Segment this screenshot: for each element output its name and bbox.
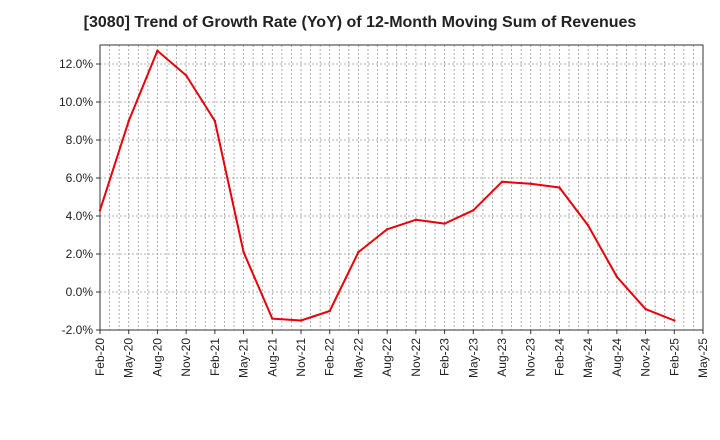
- y-tick-label: 4.0%: [66, 209, 94, 223]
- y-tick-label: 2.0%: [66, 247, 94, 261]
- x-tick-label: May-20: [122, 338, 136, 378]
- x-tick-label: Feb-25: [667, 338, 681, 376]
- data-point: [529, 182, 532, 185]
- data-point: [328, 309, 331, 313]
- x-tick-label: Nov-24: [639, 338, 653, 377]
- x-tick-label: Nov-21: [294, 338, 308, 377]
- data-point: [673, 319, 676, 322]
- data-point: [156, 49, 159, 52]
- chart-title: [3080] Trend of Growth Rate (YoY) of 12-…: [83, 14, 637, 31]
- plot-frame: [99, 44, 704, 331]
- data-point: [242, 250, 245, 254]
- x-tick-label: May-25: [696, 338, 710, 378]
- data-point: [271, 317, 274, 320]
- x-tick-label: Feb-21: [208, 338, 222, 376]
- data-point: [644, 307, 647, 311]
- x-tick-label: Feb-23: [438, 338, 452, 376]
- x-tick-label: Aug-23: [495, 338, 509, 377]
- x-tick-label: Aug-22: [380, 338, 394, 377]
- x-tick-label: Aug-24: [610, 338, 624, 377]
- data-point: [127, 119, 130, 123]
- data-point: [500, 180, 504, 183]
- x-tick-label: Feb-22: [323, 338, 337, 376]
- y-tick-label: 12.0%: [59, 57, 93, 71]
- y-tick-label: 10.0%: [59, 95, 93, 109]
- data-point: [414, 218, 418, 221]
- x-tick-label: Nov-20: [179, 338, 193, 377]
- x-tick-label: Nov-22: [409, 338, 423, 377]
- x-tick-label: Aug-20: [150, 338, 164, 377]
- data-point: [615, 275, 619, 278]
- data-point: [357, 250, 360, 254]
- data-point: [385, 228, 389, 231]
- y-tick-label: -2.0%: [62, 323, 94, 337]
- y-tick-label: 6.0%: [66, 171, 94, 185]
- plot-area: [100, 45, 703, 330]
- data-point: [213, 119, 217, 123]
- x-tick-label: May-24: [581, 338, 595, 378]
- x-tick-label: May-21: [237, 338, 251, 378]
- data-point: [299, 319, 303, 322]
- data-point: [586, 224, 590, 227]
- data-point: [184, 74, 188, 77]
- data-point: [443, 222, 446, 225]
- x-tick-label: May-22: [351, 338, 365, 378]
- x-tick-label: Feb-24: [552, 338, 566, 376]
- x-tick-label: Nov-23: [524, 338, 538, 377]
- y-tick-label: 0.0%: [66, 285, 94, 299]
- x-tick-label: Feb-20: [93, 338, 107, 376]
- x-tick-label: May-23: [466, 338, 480, 378]
- data-point: [472, 209, 475, 212]
- data-point: [98, 209, 102, 212]
- y-tick-label: 8.0%: [66, 133, 94, 147]
- data-point: [558, 186, 561, 189]
- x-tick-label: Aug-21: [265, 338, 279, 377]
